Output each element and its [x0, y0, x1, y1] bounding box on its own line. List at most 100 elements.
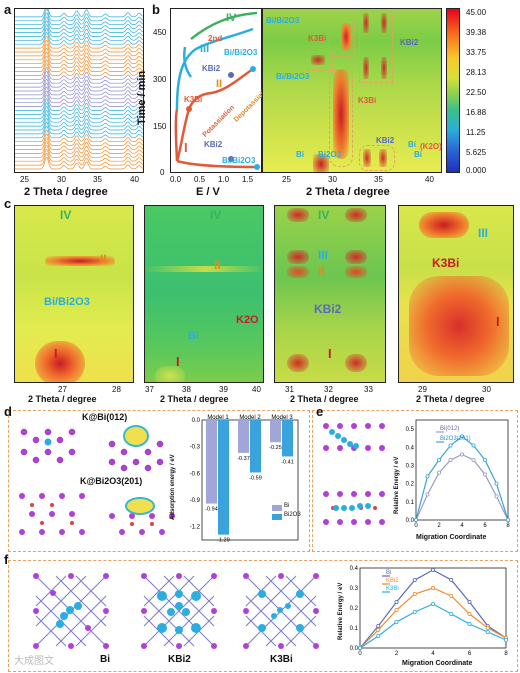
f-xtick: 6 [468, 651, 472, 657]
xrd-trace [15, 125, 144, 139]
d-legend-bi: Bi [284, 503, 290, 509]
d-ytick: -1.2 [190, 525, 201, 531]
c1-name: Bi/Bi2O3 [44, 296, 90, 308]
f-xtick-labels: 0 2 4 6 8 [358, 651, 508, 657]
xrd-trace [15, 59, 144, 72]
a-xtick-40: 40 [130, 175, 139, 184]
e-data-point [506, 518, 511, 523]
b-map-bi-g: Bi [296, 150, 304, 159]
c1-II: II [100, 252, 107, 266]
e-series-line [415, 453, 509, 521]
b-xlabel-left: E / V [196, 186, 220, 198]
d-legend-bi2o3: Bi2O3 [284, 512, 301, 518]
xrd-trace [15, 94, 144, 107]
b-xtick-r40: 40 [425, 175, 434, 184]
c3-III: III [318, 248, 329, 262]
xrd-trace [15, 129, 144, 143]
xrd-trace [15, 47, 144, 61]
c1-xlabel: 2 Theta / degree [28, 394, 97, 404]
d-bi2o3-structure [19, 493, 175, 535]
f-data-point [394, 600, 399, 605]
e-xtick: 6 [483, 523, 487, 529]
c3-IV: IV [318, 208, 330, 222]
f-xtick: 8 [504, 651, 508, 657]
d-bar [218, 420, 229, 535]
d-bars [206, 420, 293, 535]
d-title1: K@Bi(012) [82, 412, 128, 422]
e-line-chart: 0.0 0.1 0.2 0.3 0.4 0.5 0 2 4 6 8 [406, 419, 511, 529]
e-data-point [460, 452, 465, 457]
f-legend-k3bi: K3Bi [386, 586, 399, 592]
panel-d-label: d [4, 404, 12, 419]
panel-d-box [8, 410, 310, 552]
d-legend-bi2o3-swatch [272, 514, 282, 520]
panel-a-xrd-plot [14, 4, 144, 173]
xrd-trace [15, 20, 144, 33]
e-data-point [494, 481, 499, 486]
c-map4 [398, 205, 514, 383]
d-bi012-structure [20, 425, 164, 472]
b-map-k3bi-e: K3Bi [358, 96, 377, 105]
c4-name: K3Bi [432, 256, 460, 270]
f-plot-frame [359, 567, 507, 649]
d-ylabel: Adsorption energy / eV [170, 454, 176, 520]
xrd-trace [15, 74, 144, 88]
xrd-trace [15, 31, 144, 45]
d-bar [270, 420, 281, 443]
c-map1 [14, 205, 134, 383]
c2-xtick-39: 39 [219, 385, 228, 394]
c4-xlabel: 2 Theta / degree [416, 394, 485, 404]
cb-1688: 16.88 [466, 108, 487, 117]
xrd-trace [15, 67, 144, 80]
f-axis [359, 567, 507, 649]
b-xtick-10: 1.0 [218, 175, 230, 184]
b-map-k3bi-b: K3Bi [308, 34, 327, 43]
panel-f-label: f [4, 552, 9, 567]
f-data-point [412, 610, 417, 615]
e-ytick: 0.4 [406, 445, 415, 451]
e-legend-bi012: Bi(012) [440, 426, 460, 432]
c4-xtick-29: 29 [418, 385, 427, 394]
xrd-trace [15, 8, 144, 22]
b-ylabel: Time / min [136, 70, 148, 125]
c1-xtick-28: 28 [112, 385, 121, 394]
f-series-line [359, 587, 507, 649]
d-category-label: Model 3 [271, 415, 293, 421]
b-map-bi2o3-h: Bi2O3 [318, 150, 342, 159]
d-category-labels: Model 1 Model 2 Model 3 [207, 415, 293, 421]
e-series-line [415, 435, 509, 521]
e-series [413, 431, 511, 523]
cb-4500: 45.00 [466, 8, 487, 17]
cb-3938: 39.38 [466, 28, 487, 37]
b-ytick-450: 450 [153, 28, 167, 37]
xrd-trace [15, 78, 144, 92]
b-map-bibi2o3-a: Bi/Bi2O3 [266, 16, 300, 25]
xrd-trace [15, 133, 144, 146]
b-xtick-05: 0.5 [194, 175, 206, 184]
cb-2813: 28.13 [466, 68, 487, 77]
e-data-point [425, 492, 430, 497]
c2-k2o: K2O [236, 314, 259, 326]
b-label-k3bi: K3Bi [184, 95, 203, 104]
c2-I: I [176, 354, 180, 369]
f-data-point [394, 608, 399, 613]
f-name-bi: Bi [100, 654, 110, 665]
b-xtick-r25: 25 [282, 175, 291, 184]
f-data-point [431, 568, 436, 573]
b-voltage-curve [174, 11, 260, 170]
f-data-point [503, 638, 508, 643]
c4-III: III [478, 226, 489, 240]
b-map-bi-i: Bi [414, 150, 422, 159]
f-watermark: 大成图文 [14, 656, 54, 667]
f-data-point [412, 591, 417, 596]
f-line-chart: 0.0 0.1 0.2 0.3 0.4 0 2 4 6 8 [350, 566, 509, 657]
b-label-2nd: 2nd [208, 34, 223, 43]
cb-3375: 33.75 [466, 48, 487, 57]
e-data-point [425, 474, 430, 479]
d-bar [250, 420, 261, 473]
cb-0: 0.000 [466, 166, 487, 175]
c-map2 [144, 205, 264, 383]
cb-2250: 22.50 [466, 88, 487, 97]
e-structures [323, 423, 385, 525]
panel-f-box [8, 560, 518, 672]
